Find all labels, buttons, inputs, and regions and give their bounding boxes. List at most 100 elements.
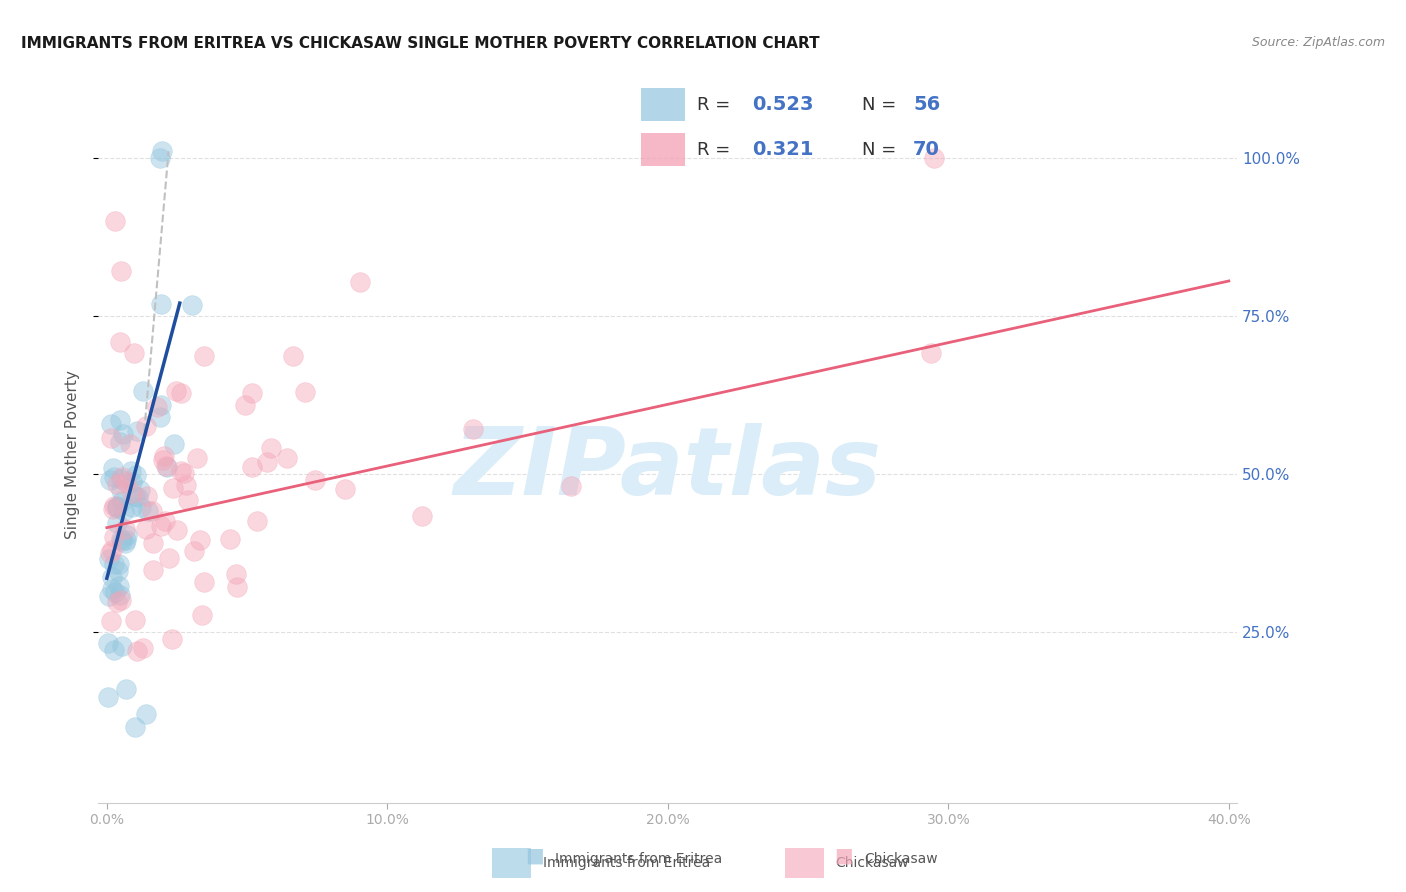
Point bbox=[135, 522, 157, 536]
Point bbox=[149, 410, 172, 425]
Text: Immigrants from Eritrea: Immigrants from Eritrea bbox=[543, 856, 710, 870]
Point bbox=[281, 349, 304, 363]
Point bbox=[111, 533, 134, 548]
Point bbox=[135, 707, 157, 722]
Point bbox=[118, 437, 141, 451]
Point bbox=[170, 464, 193, 478]
Text: R =: R = bbox=[696, 141, 735, 159]
Point bbox=[173, 467, 195, 481]
Point bbox=[101, 501, 124, 516]
Point bbox=[183, 544, 205, 558]
Point bbox=[103, 499, 125, 513]
Point bbox=[124, 489, 146, 503]
Point bbox=[146, 401, 169, 415]
Text: 0.321: 0.321 bbox=[752, 140, 813, 159]
Point bbox=[186, 451, 208, 466]
Point bbox=[125, 468, 148, 483]
Text: Chickasaw: Chickasaw bbox=[835, 856, 908, 870]
Point bbox=[141, 504, 163, 518]
Point bbox=[560, 479, 582, 493]
Point bbox=[115, 475, 138, 489]
Point bbox=[240, 386, 263, 401]
Point bbox=[110, 472, 132, 486]
Point bbox=[105, 516, 128, 530]
Point bbox=[97, 690, 120, 705]
Point bbox=[112, 426, 135, 441]
Point bbox=[156, 460, 179, 475]
Point bbox=[115, 533, 138, 548]
Point bbox=[105, 477, 128, 491]
Point bbox=[121, 475, 143, 489]
Point bbox=[98, 546, 121, 560]
Point bbox=[124, 346, 146, 360]
Point bbox=[188, 533, 211, 547]
Point bbox=[149, 151, 172, 165]
Point bbox=[105, 501, 128, 516]
Bar bbox=[641, 88, 685, 121]
Point bbox=[260, 442, 283, 456]
Point bbox=[149, 398, 172, 412]
Y-axis label: Single Mother Poverty: Single Mother Poverty bbox=[65, 370, 80, 540]
Point bbox=[152, 453, 174, 467]
Point bbox=[142, 563, 165, 577]
Bar bbox=[785, 848, 824, 878]
Point bbox=[128, 483, 150, 497]
Text: Immigrants from Eritrea: Immigrants from Eritrea bbox=[555, 852, 723, 866]
Text: 70: 70 bbox=[912, 140, 941, 159]
Point bbox=[111, 493, 134, 508]
Point bbox=[256, 454, 278, 468]
Point bbox=[97, 551, 120, 566]
Point bbox=[233, 398, 256, 412]
Point bbox=[142, 536, 165, 550]
Point bbox=[97, 636, 120, 650]
Point bbox=[127, 424, 149, 438]
Point bbox=[120, 464, 142, 478]
Text: 56: 56 bbox=[912, 95, 941, 114]
Text: Chickasaw: Chickasaw bbox=[865, 852, 938, 866]
Point bbox=[165, 384, 187, 399]
Point bbox=[349, 275, 371, 289]
Point bbox=[100, 417, 122, 432]
Point bbox=[225, 567, 247, 582]
Point bbox=[110, 434, 132, 449]
Point bbox=[110, 264, 132, 278]
Point bbox=[114, 536, 136, 550]
Point bbox=[136, 489, 159, 503]
Point bbox=[101, 582, 124, 596]
Point bbox=[101, 461, 124, 475]
Point bbox=[924, 151, 946, 165]
Point bbox=[121, 500, 143, 514]
Point bbox=[105, 595, 128, 609]
Point bbox=[177, 492, 200, 507]
Point bbox=[225, 580, 247, 594]
Point bbox=[304, 474, 326, 488]
Point bbox=[117, 528, 139, 542]
Point bbox=[127, 490, 149, 504]
Point bbox=[103, 469, 125, 483]
Point bbox=[101, 570, 124, 584]
Point bbox=[103, 643, 125, 657]
Text: ▪: ▪ bbox=[834, 842, 853, 871]
Point bbox=[105, 499, 128, 513]
Text: N =: N = bbox=[862, 95, 901, 113]
Point bbox=[155, 514, 177, 528]
Point bbox=[103, 557, 125, 571]
Point bbox=[103, 530, 125, 544]
Point bbox=[97, 589, 120, 603]
Point bbox=[110, 593, 132, 607]
Point bbox=[174, 478, 197, 492]
Point bbox=[166, 523, 188, 537]
Point bbox=[181, 298, 204, 312]
Point bbox=[157, 551, 180, 566]
Point bbox=[108, 557, 131, 571]
Point bbox=[101, 543, 124, 558]
Point bbox=[162, 481, 184, 495]
Point bbox=[108, 412, 131, 426]
Bar bbox=[492, 848, 531, 878]
Point bbox=[411, 509, 433, 524]
Point bbox=[124, 720, 146, 734]
Point bbox=[100, 431, 122, 445]
Point bbox=[111, 639, 134, 653]
Text: 0.523: 0.523 bbox=[752, 95, 813, 114]
Point bbox=[112, 503, 135, 517]
